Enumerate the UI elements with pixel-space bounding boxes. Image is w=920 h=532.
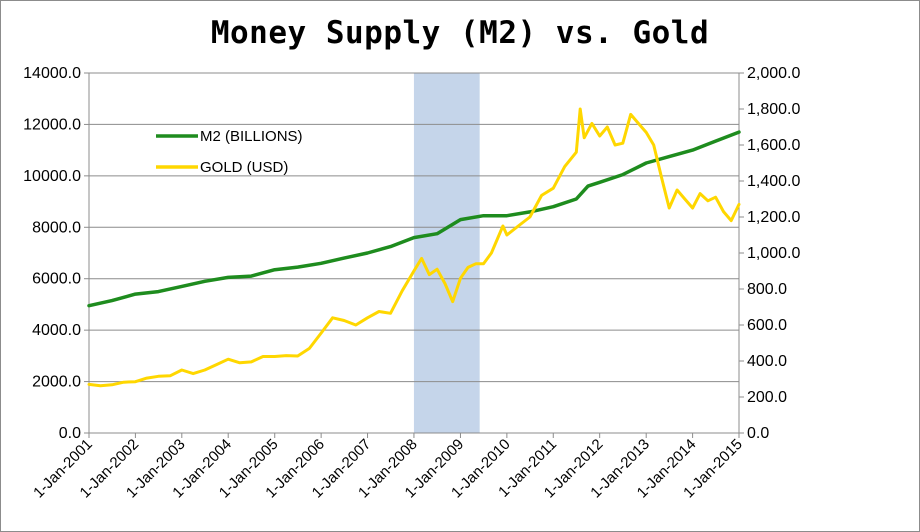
y-left-tick-label: 10000.0	[23, 168, 81, 185]
legend-label: GOLD (USD)	[200, 159, 288, 176]
y-left-tick-label: 6000.0	[32, 271, 81, 288]
chart-title: Money Supply (M2) vs. Gold	[210, 15, 710, 51]
m2-line	[87, 130, 741, 308]
legend-label: M2 (BILLIONS)	[200, 128, 303, 145]
y-right-tick-label: 0.0	[747, 425, 769, 442]
y-right-tick-label: 800.0	[747, 281, 787, 298]
y-right-tick-label: 200.0	[747, 389, 787, 406]
y-right-tick-label: 600.0	[747, 317, 787, 334]
y-left-tick-label: 0.0	[59, 425, 81, 442]
y-right-tick-label: 1,800.0	[747, 101, 800, 118]
y-left-tick-label: 4000.0	[32, 322, 81, 339]
y-right-tick-label: 1,400.0	[747, 173, 800, 190]
y-right-tick-label: 2,000.0	[747, 65, 800, 82]
y-left-tick-label: 8000.0	[32, 219, 81, 236]
y-right-tick-label: 1,600.0	[747, 137, 800, 154]
y-left-tick-label: 2000.0	[32, 374, 81, 391]
y-right-tick-label: 400.0	[747, 353, 787, 370]
y-right-tick-label: 1,000.0	[747, 245, 800, 262]
y-left-tick-label: 14000.0	[23, 65, 81, 82]
y-right-tick-label: 1,200.0	[747, 209, 800, 226]
shaded-period	[413, 73, 480, 433]
gold-line	[87, 107, 741, 388]
y-left-tick-label: 12000.0	[23, 116, 81, 133]
